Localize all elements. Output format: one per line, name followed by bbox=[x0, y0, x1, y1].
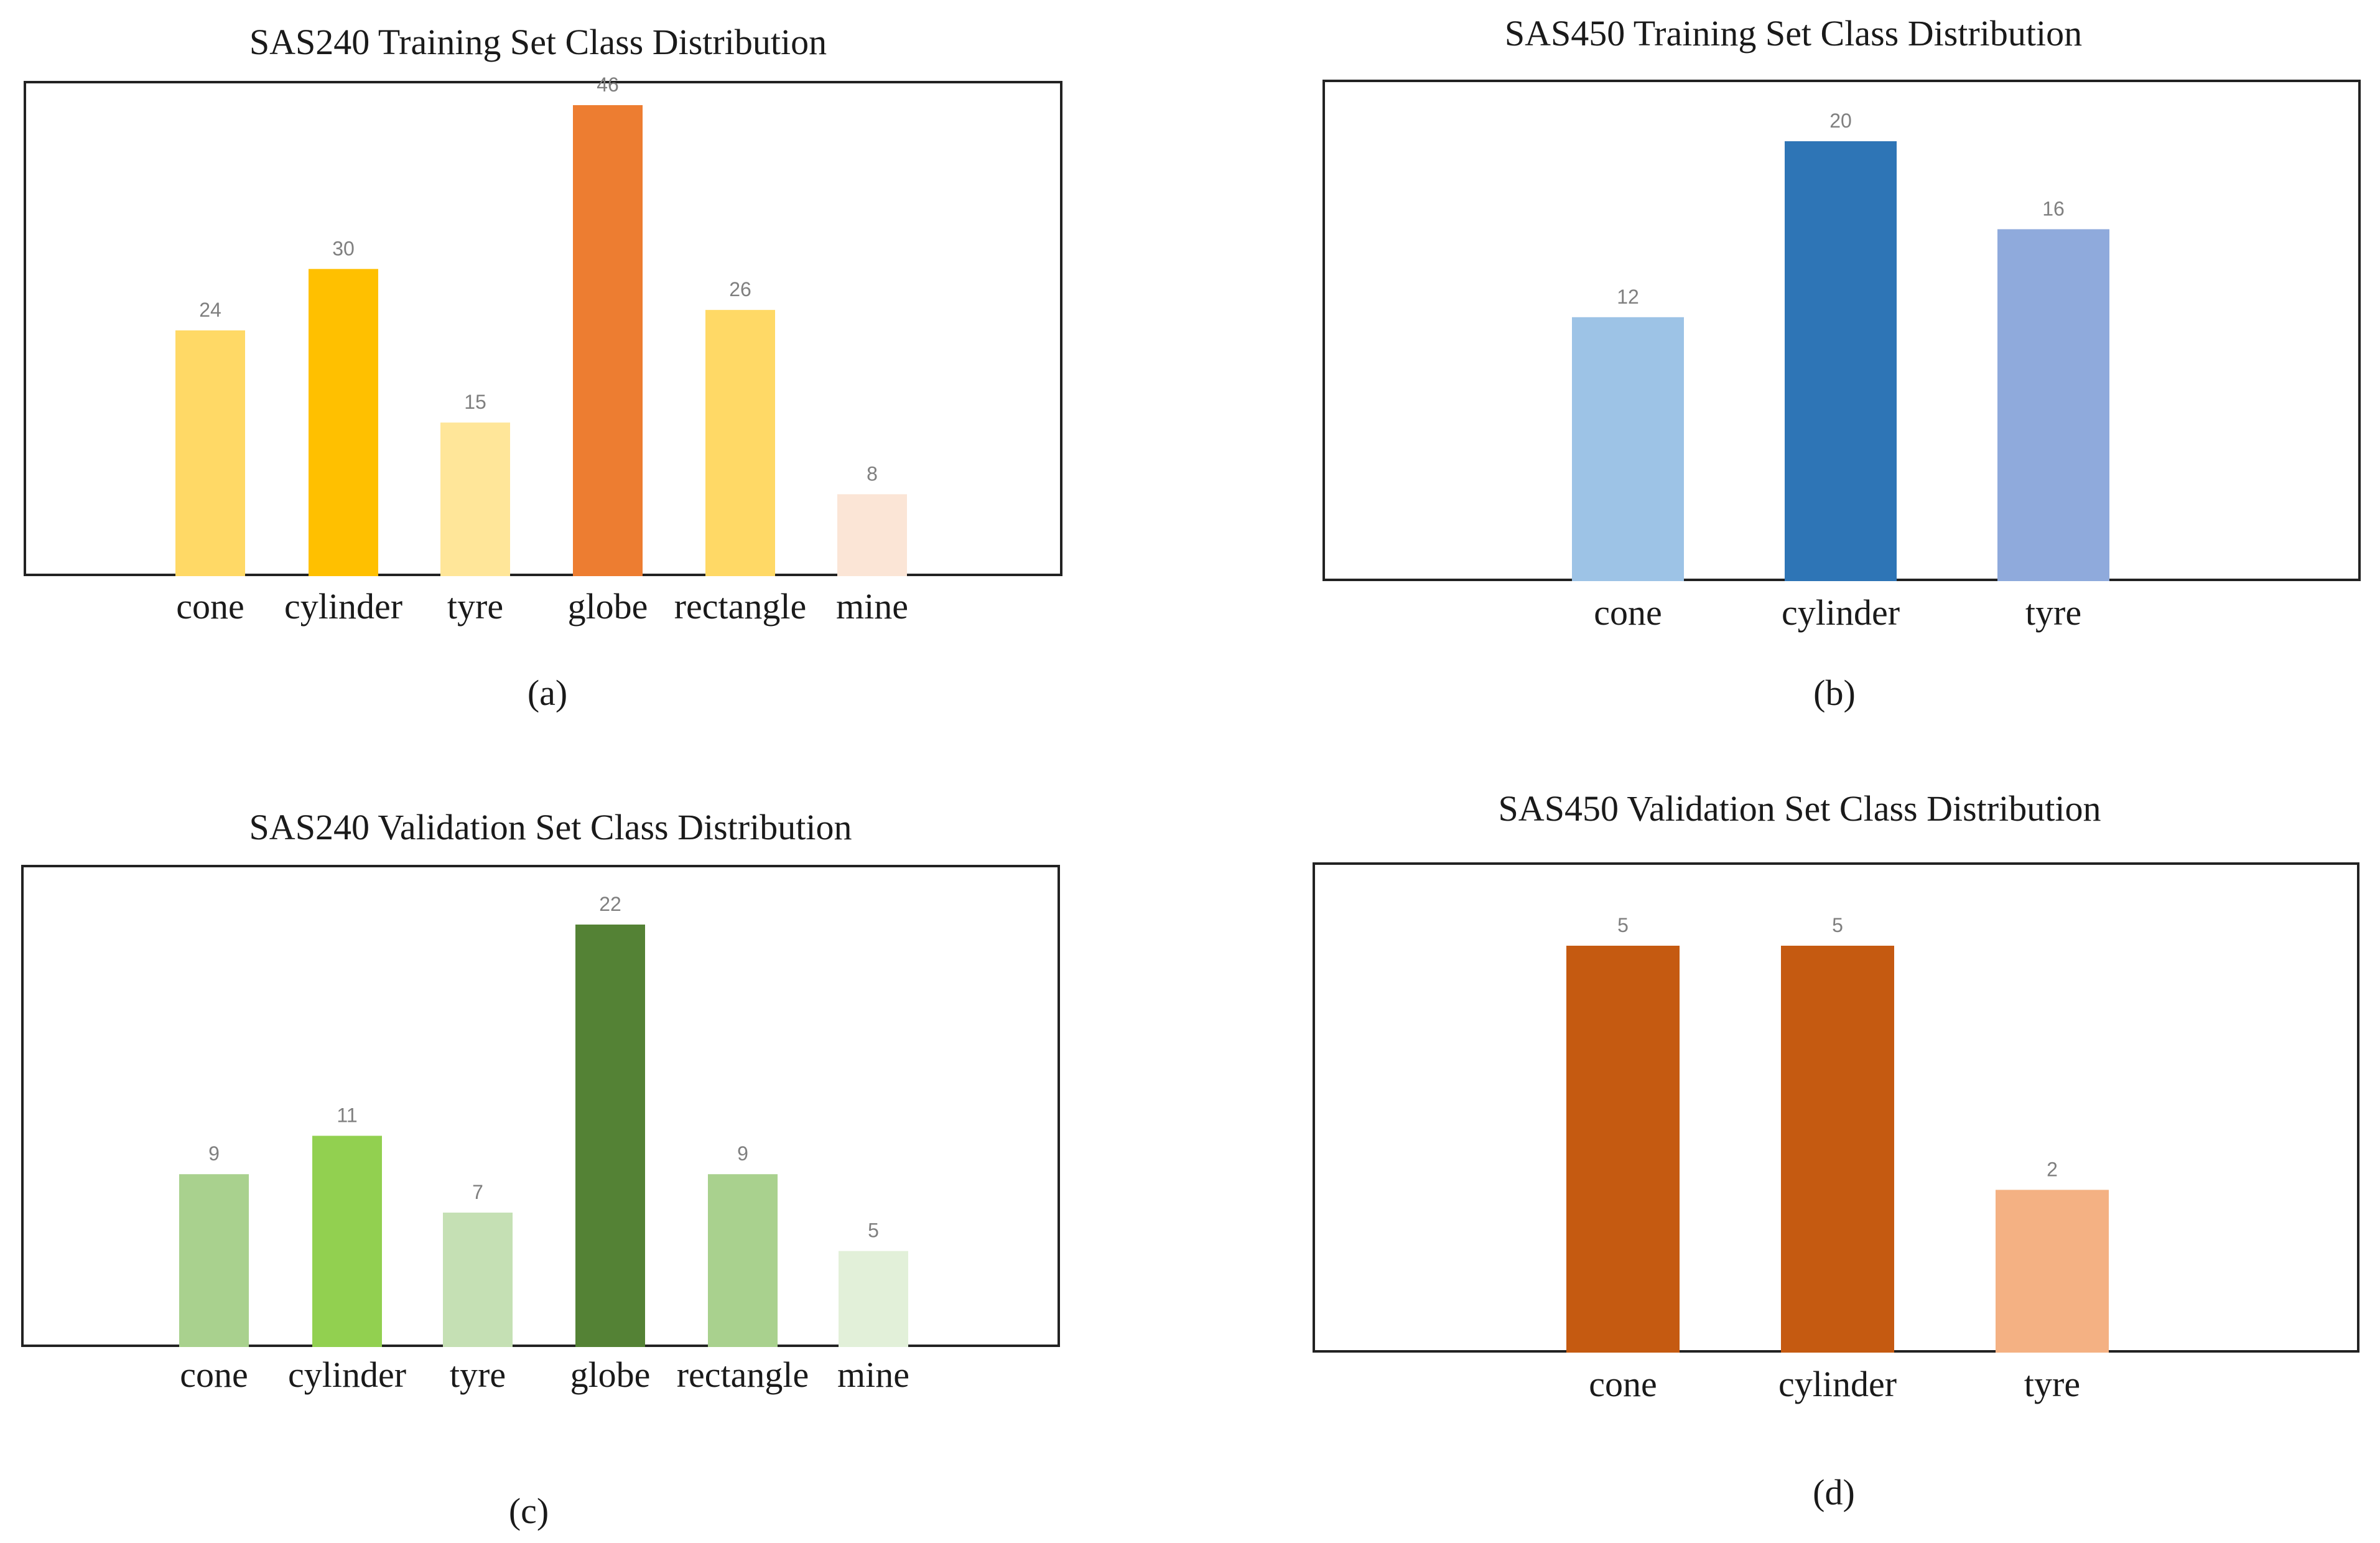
data-label: 9 bbox=[737, 1142, 748, 1165]
data-label: 2 bbox=[2047, 1158, 2058, 1180]
data-label: 5 bbox=[1617, 914, 1629, 936]
figure-caption: (a) bbox=[527, 673, 568, 713]
x-tick-label: cone bbox=[1594, 592, 1662, 633]
data-label: 46 bbox=[597, 73, 619, 96]
data-label: 22 bbox=[599, 893, 621, 915]
x-tick-label: globe bbox=[570, 1354, 651, 1395]
bar-cone bbox=[1572, 317, 1684, 581]
data-label: 24 bbox=[199, 299, 221, 321]
plot-area: 5 cone 5 cylinder 2 tyre bbox=[1313, 862, 2359, 1404]
chart-panel-b: SAS450 Training Set Class Distribution 1… bbox=[1190, 0, 2380, 772]
chart-title: SAS450 Validation Set Class Distribution bbox=[1498, 788, 2101, 829]
data-label: 30 bbox=[332, 237, 355, 259]
data-label: 5 bbox=[1832, 914, 1843, 936]
x-tick-label: cylinder bbox=[1782, 592, 1900, 633]
x-tick-label: mine bbox=[837, 1354, 909, 1395]
x-tick-label: tyre bbox=[447, 586, 503, 627]
chart-panel-c: SAS240 Validation Set Class Distribution… bbox=[0, 772, 1190, 1543]
chart-title: SAS240 Validation Set Class Distribution bbox=[249, 807, 852, 847]
figure-caption: (d) bbox=[1813, 1472, 1855, 1513]
data-label: 26 bbox=[729, 278, 751, 301]
bar-cone bbox=[179, 1174, 249, 1347]
x-tick-label: rectangle bbox=[674, 586, 807, 627]
bar-tyre bbox=[1997, 229, 2109, 581]
plot-area: 12 cone 20 cylinder 16 tyre bbox=[1322, 80, 2361, 633]
data-label: 16 bbox=[2042, 197, 2065, 220]
bar-globe bbox=[573, 105, 643, 576]
bar-mine bbox=[837, 494, 907, 576]
x-tick-label: tyre bbox=[2025, 592, 2081, 633]
bar-cylinder bbox=[1781, 946, 1894, 1353]
chart-panel-a: SAS240 Training Set Class Distribution 2… bbox=[0, 0, 1190, 772]
figure-caption: (c) bbox=[508, 1491, 549, 1531]
chart-panel-d: SAS450 Validation Set Class Distribution… bbox=[1190, 772, 2380, 1543]
x-tick-label: cone bbox=[180, 1354, 248, 1395]
bar-rectangle bbox=[705, 310, 775, 576]
bar-cylinder bbox=[1785, 141, 1897, 581]
x-tick-label: cone bbox=[176, 586, 244, 627]
data-label: 15 bbox=[464, 391, 486, 413]
data-label: 9 bbox=[208, 1142, 220, 1165]
bar-cylinder bbox=[309, 269, 378, 576]
bar-globe bbox=[575, 925, 645, 1347]
chart-title: SAS450 Training Set Class Distribution bbox=[1504, 13, 2083, 54]
x-tick-label: cone bbox=[1589, 1364, 1657, 1404]
x-tick-label: globe bbox=[568, 586, 648, 627]
bar-chart: 12 cone 20 cylinder 16 tyre bbox=[1572, 110, 2109, 633]
x-tick-label: tyre bbox=[2024, 1364, 2080, 1404]
figure-caption: (b) bbox=[1813, 673, 1856, 713]
bar-chart: 9 cone 11 cylinder 7 tyre 22 globe 9 rectangle 5 mi… bbox=[179, 893, 909, 1395]
x-tick-label: rectangle bbox=[677, 1354, 809, 1395]
x-tick-label: tyre bbox=[450, 1354, 506, 1395]
bar-cylinder bbox=[312, 1135, 382, 1347]
x-tick-label: cylinder bbox=[284, 586, 402, 627]
bar-cone bbox=[175, 330, 245, 576]
data-label: 20 bbox=[1829, 110, 1852, 132]
data-label: 7 bbox=[472, 1181, 483, 1203]
bar-cone bbox=[1566, 946, 1680, 1353]
data-label: 11 bbox=[337, 1104, 357, 1127]
bar-tyre bbox=[1996, 1190, 2109, 1353]
bar-mine bbox=[839, 1251, 908, 1347]
data-label: 5 bbox=[868, 1219, 879, 1242]
data-label: 8 bbox=[867, 462, 878, 485]
plot-area: 24 cone 30 cylinder 15 tyre 46 globe 26 rectangle… bbox=[24, 73, 1062, 627]
bar-chart: 24 cone 30 cylinder 15 tyre 46 globe 26 rectangle… bbox=[175, 73, 908, 627]
chart-title: SAS240 Training Set Class Distribution bbox=[249, 22, 827, 62]
bar-tyre bbox=[440, 422, 510, 576]
bar-rectangle bbox=[708, 1174, 778, 1347]
plot-area: 9 cone 11 cylinder 7 tyre 22 globe 9 rectangle 5 mi… bbox=[21, 865, 1060, 1395]
x-tick-label: cylinder bbox=[1778, 1364, 1897, 1404]
x-tick-label: mine bbox=[836, 586, 908, 627]
x-tick-label: cylinder bbox=[288, 1354, 406, 1395]
bar-chart: 5 cone 5 cylinder 2 tyre bbox=[1566, 914, 2109, 1404]
bar-tyre bbox=[443, 1212, 513, 1347]
data-label: 12 bbox=[1617, 286, 1639, 308]
